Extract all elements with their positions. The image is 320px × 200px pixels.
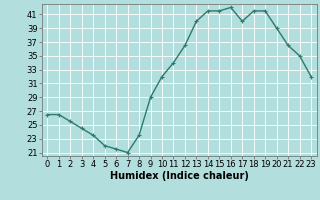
- X-axis label: Humidex (Indice chaleur): Humidex (Indice chaleur): [110, 171, 249, 181]
